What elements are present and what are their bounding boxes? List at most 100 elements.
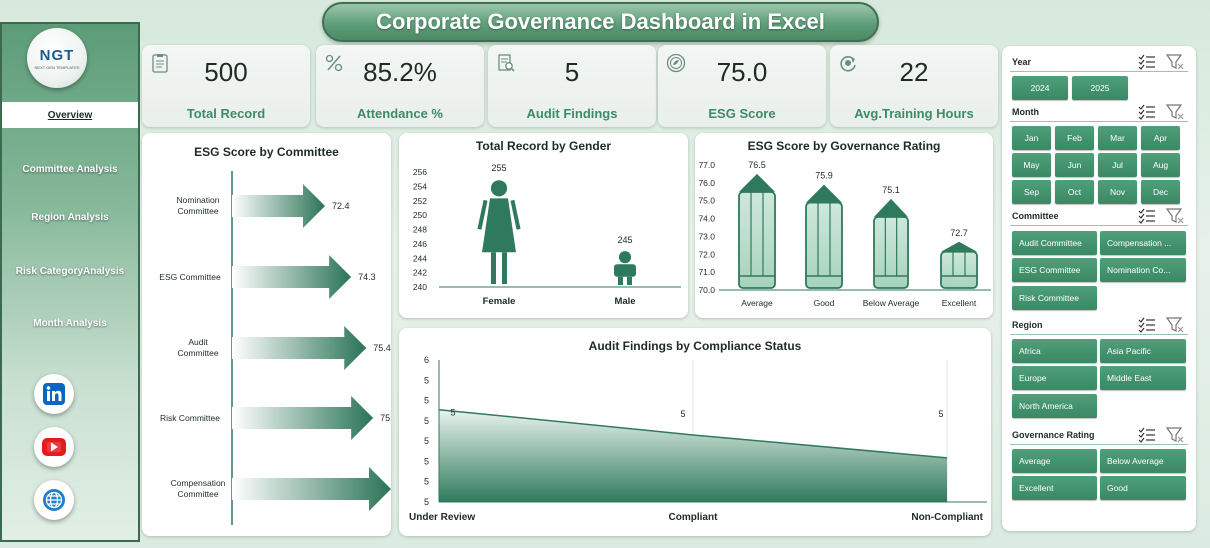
nav-committee-analysis[interactable]: Committee Analysis (22, 163, 118, 175)
slicer-year-header: Year (1010, 54, 1188, 72)
kpi-label: Audit Findings (526, 106, 618, 121)
multi-select-icon[interactable] (1138, 104, 1156, 120)
slicer-title: Governance Rating (1012, 430, 1095, 440)
y-tick-label: 248 (413, 225, 427, 235)
multi-select-icon[interactable] (1138, 427, 1156, 443)
y-tick-label: 5 (424, 416, 429, 426)
slicer-year-item[interactable]: 2025 (1072, 76, 1128, 100)
category-label: Committee (177, 206, 218, 216)
clear-filter-icon[interactable] (1165, 104, 1184, 120)
category-label: Below Average (863, 298, 920, 308)
slicer-committee-item[interactable]: Compensation ... (1100, 231, 1186, 255)
slicer-committee-item[interactable]: ESG Committee (1012, 258, 1097, 282)
kpi-value: 75.0 (716, 57, 768, 87)
linkedin-icon[interactable] (34, 374, 74, 414)
y-tick-label: 250 (413, 210, 427, 220)
category-label: Committee (177, 489, 218, 499)
slicer-region-item[interactable]: Europe (1012, 366, 1097, 390)
slicer-month-item[interactable]: Oct (1055, 180, 1094, 204)
chart-title: ESG Score by Committee (194, 145, 339, 159)
chart-title: ESG Score by Governance Rating (747, 139, 941, 153)
slicer-governance-rating-header: Governance Rating (1010, 427, 1188, 445)
slicer-month-item[interactable]: Jan (1012, 126, 1051, 150)
slicer-month-item[interactable]: Apr (1141, 126, 1180, 150)
y-tick-label: 256 (413, 167, 427, 177)
slicer-month-item[interactable]: Nov (1098, 180, 1137, 204)
data-label: 5 (938, 409, 943, 419)
clear-filter-icon[interactable] (1165, 208, 1184, 224)
slicer-month-item[interactable]: Jul (1098, 153, 1137, 177)
nav-month-analysis[interactable]: Month Analysis (33, 317, 107, 329)
slicer-governance-rating-item[interactable]: Good (1100, 476, 1186, 500)
data-label: 5 (450, 408, 455, 418)
slicer-month-item[interactable]: May (1012, 153, 1051, 177)
multi-select-icon[interactable] (1138, 208, 1156, 224)
slicer-governance-rating-item[interactable]: Excellent (1012, 476, 1097, 500)
data-label: 72.4 (332, 201, 350, 211)
slicer-month-item[interactable]: Mar (1098, 126, 1137, 150)
y-tick-label: 252 (413, 196, 427, 206)
chart-title: Total Record by Gender (475, 139, 612, 153)
kpi-audit-findings: 5 Audit Findings (488, 45, 656, 127)
kpi-value: 5 (564, 57, 580, 87)
y-tick-label: 70.0 (698, 285, 715, 295)
nav-region-analysis[interactable]: Region Analysis (31, 211, 109, 223)
slicer-year-item[interactable]: 2024 (1012, 76, 1068, 100)
slicer-region-item[interactable]: Middle East (1100, 366, 1186, 390)
multi-select-icon[interactable] (1138, 317, 1156, 333)
y-tick-label: 5 (424, 497, 429, 507)
slicer-region-item[interactable]: Asia Pacific (1100, 339, 1186, 363)
slicer-month-item[interactable]: Jun (1055, 153, 1094, 177)
logo-text: NGT (39, 46, 75, 64)
y-tick-label: 74.0 (698, 214, 715, 224)
nav-overview[interactable]: Overview (2, 102, 138, 128)
pencil-bar (940, 241, 978, 289)
multi-select-icon[interactable] (1138, 54, 1156, 70)
slicer-committee-header: Committee (1010, 208, 1188, 226)
category-label: Non-Compliant (911, 512, 983, 523)
kpi-total-record: 500 Total Record (142, 45, 310, 127)
slicer-month-item[interactable]: Dec (1141, 180, 1180, 204)
y-tick-label: 77.0 (698, 160, 715, 170)
slicer-region-item[interactable]: Africa (1012, 339, 1097, 363)
category-label: Male (614, 296, 635, 307)
clear-filter-icon[interactable] (1165, 427, 1184, 443)
chart-esg-by-rating: 77.0 76.0 75.0 74.0 73.0 72.0 71.0 70.0 76.5 Aver… (698, 160, 991, 308)
slicer-month-item[interactable]: Feb (1055, 126, 1094, 150)
y-tick-label: 72.0 (698, 249, 715, 259)
y-tick-label: 240 (413, 282, 427, 292)
slicer-committee-item[interactable]: Risk Committee (1012, 286, 1097, 310)
data-label: 75.9 (815, 171, 833, 181)
slicer-month-item[interactable]: Aug (1141, 153, 1180, 177)
kpi-esg-score: 75.0 ESG Score (658, 45, 826, 127)
pencil-bar (805, 184, 843, 289)
data-label: 76.5 (748, 160, 766, 170)
y-tick-label: 244 (413, 253, 427, 263)
clipboard-icon (152, 54, 168, 73)
nav-risk-category-analysis[interactable]: Risk CategoryAnalysis (15, 265, 125, 277)
slicer-committee-item[interactable]: Audit Committee (1012, 231, 1097, 255)
slicer-committee-item[interactable]: Nomination Co... (1100, 258, 1186, 282)
data-label: 75.9 (380, 413, 391, 423)
data-label: 72.7 (950, 228, 968, 238)
slicer-governance-rating-item[interactable]: Average (1012, 449, 1097, 473)
slicer-governance-rating-item[interactable]: Below Average (1100, 449, 1186, 473)
clear-filter-icon[interactable] (1165, 54, 1184, 70)
category-label: Risk Committee (160, 413, 220, 423)
category-label: Under Review (409, 512, 475, 523)
globe-icon[interactable] (34, 480, 74, 520)
panel-esg-by-rating: ESG Score by Governance Rating 77.0 76.0 7… (695, 133, 993, 318)
slicer-region-header: Region (1010, 317, 1188, 335)
slicer-region-item[interactable]: North America (1012, 394, 1097, 418)
y-tick-label: 242 (413, 268, 427, 278)
slicer-month-item[interactable]: Sep (1012, 180, 1051, 204)
y-tick-label: 254 (413, 181, 427, 191)
y-tick-label: 5 (424, 375, 429, 385)
category-label: Average (741, 298, 773, 308)
clear-filter-icon[interactable] (1165, 317, 1184, 333)
slicer-title: Region (1012, 320, 1043, 330)
dashboard-title-bar: Corporate Governance Dashboard in Excel (322, 2, 879, 42)
youtube-icon[interactable] (34, 427, 74, 467)
document-search-icon (498, 54, 515, 72)
